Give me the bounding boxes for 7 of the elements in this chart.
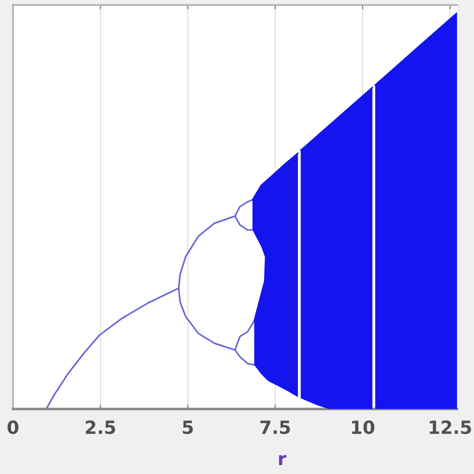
x-tick-label: 2.5: [86, 420, 116, 434]
x-axis-title: r: [279, 455, 286, 466]
x-tick-label: 10: [352, 420, 374, 434]
x-tick-label: 5: [182, 420, 193, 434]
x-tick-label: 7.5: [260, 420, 290, 434]
x-tick-label: 12.5: [430, 420, 472, 434]
x-tick-label: 0: [8, 420, 18, 434]
